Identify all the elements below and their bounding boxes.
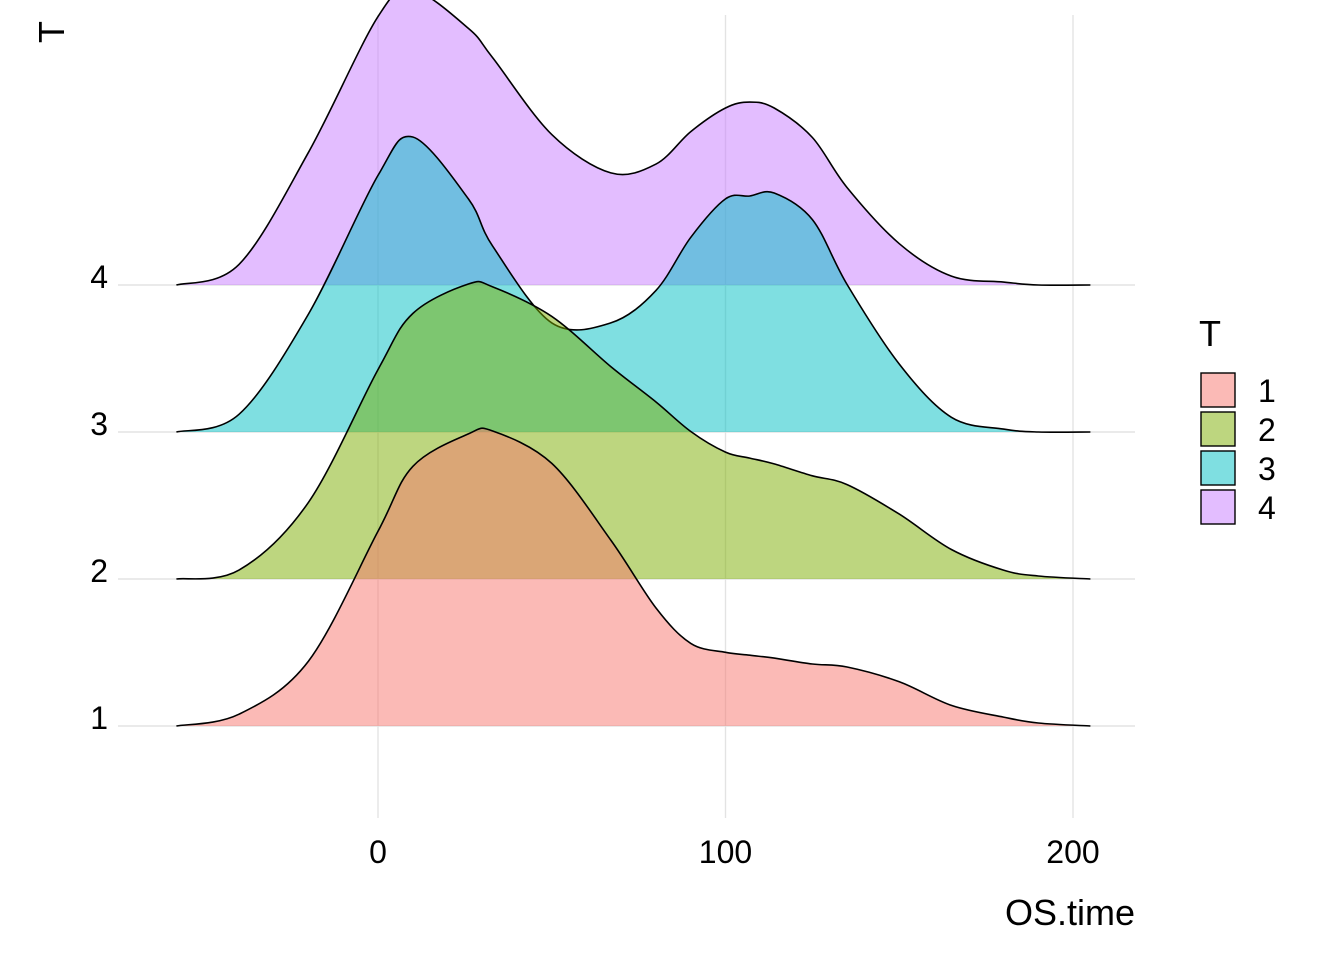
legend-key-4 — [1200, 489, 1236, 525]
legend-key-2 — [1200, 411, 1236, 447]
legend-title: T — [1199, 313, 1221, 354]
legend-label-3: 3 — [1258, 451, 1276, 487]
ridge-line-4 — [176, 0, 1091, 287]
ridge-area-1 — [176, 428, 1091, 726]
y-tick-label-4: 4 — [90, 259, 108, 295]
ridge-line-3 — [176, 135, 1091, 434]
x-axis-ticks: 0 100 200 — [369, 834, 1100, 870]
legend-key-3 — [1200, 450, 1236, 486]
legend-key-1 — [1200, 372, 1236, 408]
ridge-line-2 — [176, 280, 1091, 580]
y-tick-label-1: 1 — [90, 700, 108, 736]
x-axis-title: OS.time — [1005, 892, 1135, 933]
y-axis-ticks: 1 2 3 4 — [90, 259, 108, 736]
legend-label-1: 1 — [1258, 373, 1276, 409]
ridge-line-1 — [176, 427, 1091, 727]
y-tick-label-3: 3 — [90, 406, 108, 442]
x-tick-label-200: 200 — [1046, 834, 1099, 870]
legend-label-2: 2 — [1258, 412, 1276, 448]
ridges — [176, 0, 1091, 727]
x-tick-label-100: 100 — [699, 834, 752, 870]
y-axis-title: T — [31, 21, 72, 43]
legend-label-4: 4 — [1258, 490, 1276, 526]
x-tick-label-0: 0 — [369, 834, 387, 870]
y-tick-label-2: 2 — [90, 553, 108, 589]
